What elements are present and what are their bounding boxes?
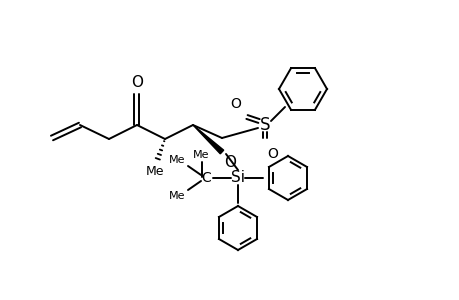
Text: O: O: [230, 97, 241, 111]
Text: S: S: [259, 116, 270, 134]
Text: Me: Me: [192, 150, 209, 160]
Text: Me: Me: [146, 165, 164, 178]
Text: O: O: [266, 147, 277, 161]
Text: O: O: [131, 75, 143, 90]
Polygon shape: [193, 125, 223, 154]
Text: O: O: [224, 155, 235, 170]
Text: Me: Me: [168, 191, 185, 201]
Text: Me: Me: [168, 155, 185, 165]
Text: C: C: [201, 171, 210, 185]
Text: Si: Si: [230, 170, 245, 185]
